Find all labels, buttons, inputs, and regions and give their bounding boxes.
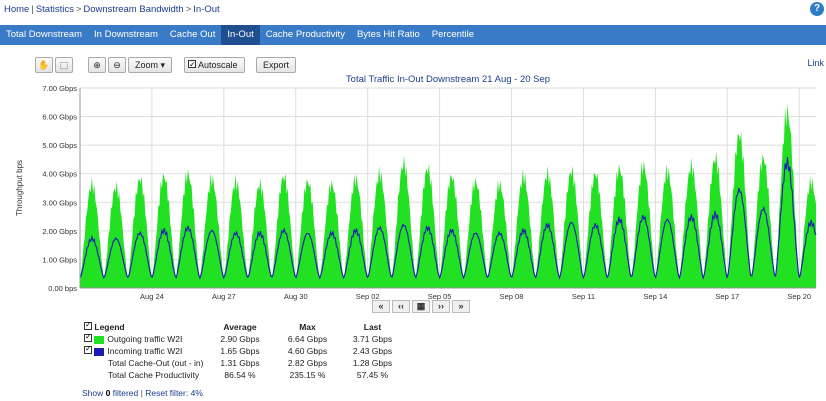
chart-title: Total Traffic In-Out Downstream 21 Aug -… <box>346 74 550 85</box>
breadcrumb: Home | Statistics > Downstream Bandwidth > In-… <box>4 4 220 15</box>
last-value: 57.45 % <box>356 370 389 380</box>
max-value: 2.82 Gbps <box>287 358 328 368</box>
autoscale-checkbox[interactable] <box>188 58 196 72</box>
export-button[interactable]: Export <box>256 57 296 73</box>
tab-cache-out[interactable]: Cache Out <box>169 29 216 40</box>
legend-row: Total Cache-Out (out - in) 1.31 Gbps 2.8… <box>80 357 400 369</box>
legend-all-checkbox[interactable] <box>84 320 92 330</box>
y-tick-label: 5.00 Gbps <box>42 141 77 150</box>
average-value: 2.90 Gbps <box>220 334 260 344</box>
autoscale-label: Autoscale <box>198 60 238 70</box>
legend-row: Total Cache Productivity 86.54 % 235.15 … <box>80 369 400 381</box>
x-tick-label: Sep 20 <box>787 292 811 301</box>
first-page-icon[interactable]: « <box>372 300 390 313</box>
breadcrumb-statistics[interactable]: Statistics <box>35 4 74 15</box>
calendar-icon[interactable]: ▦ <box>412 300 430 313</box>
series-outgoing-area <box>80 103 816 288</box>
incoming-swatch <box>94 347 105 356</box>
tab-percentile[interactable]: Percentile <box>431 29 475 40</box>
tab-total-downstream[interactable]: Total Downstream <box>6 29 83 40</box>
y-tick-label: 3.00 Gbps <box>42 198 77 207</box>
max-value: 6.64 Gbps <box>287 334 328 344</box>
series-incoming-line <box>79 156 817 280</box>
autoscale-toggle[interactable]: Autoscale <box>184 57 245 73</box>
average-header: Average <box>223 322 257 332</box>
show-filtered-link[interactable]: Show 0 filtered <box>82 388 139 398</box>
zoom-out-icon[interactable]: ⊖ <box>108 57 126 73</box>
last-value: 1.28 Gbps <box>352 358 393 368</box>
zoom-dropdown[interactable]: Zoom ▾ <box>128 57 172 73</box>
x-tick-label: Sep 11 <box>572 292 595 301</box>
breadcrumb-current: In-Out <box>193 4 220 15</box>
incoming-checkbox[interactable] <box>84 344 92 354</box>
help-icon[interactable]: ? <box>810 2 824 16</box>
y-tick-label: 7.00 Gbps <box>42 84 77 93</box>
y-axis-label: Throughput bps <box>15 160 24 216</box>
x-tick-label: Sep 14 <box>643 292 667 301</box>
max-header: Max <box>299 322 316 332</box>
reset-filter-link[interactable]: Reset filter: 4% <box>145 388 203 398</box>
average-value: 1.65 Gbps <box>220 346 260 356</box>
x-tick-label: Sep 05 <box>428 292 452 301</box>
x-tick-label: Aug 30 <box>284 292 308 301</box>
average-value: 86.54 % <box>224 370 256 380</box>
x-tick-label: Sep 17 <box>715 292 739 301</box>
series-name: Total Cache-Out (out - in) <box>108 358 204 368</box>
y-tick-label: 0.00 bps <box>48 284 77 293</box>
legend-row[interactable]: Incoming traffic W2I 1.65 Gbps 4.60 Gbps… <box>80 344 400 357</box>
traffic-chart[interactable]: Total Traffic In-Out Downstream 21 Aug -… <box>0 70 826 310</box>
series-name: Incoming traffic W2I <box>107 346 183 356</box>
y-tick-label: 2.00 Gbps <box>42 227 77 236</box>
max-value: 4.60 Gbps <box>287 346 328 356</box>
prev-page-icon[interactable]: ‹‹ <box>392 300 410 313</box>
x-tick-label: Sep 08 <box>500 292 524 301</box>
last-value: 2.43 Gbps <box>352 346 393 356</box>
y-tick-label: 4.00 Gbps <box>42 170 77 179</box>
legend-row[interactable]: Outgoing traffic W2I 2.90 Gbps 6.64 Gbps… <box>80 332 400 345</box>
zoom-in-icon[interactable]: ⊕ <box>88 57 106 73</box>
tab-in-downstream[interactable]: In Downstream <box>94 29 158 40</box>
y-tick-label: 6.00 Gbps <box>42 113 77 122</box>
outgoing-swatch <box>94 335 105 344</box>
legend-table: Legend Average Max Last Outgoing traffic… <box>80 320 400 381</box>
last-value: 3.71 Gbps <box>352 334 393 344</box>
last-header: Last <box>363 322 382 332</box>
legend-header-row: Legend Average Max Last <box>80 320 400 333</box>
select-zoom-icon[interactable]: ⬚ <box>55 57 73 73</box>
link-button[interactable]: Link <box>807 58 824 68</box>
max-value: 235.15 % <box>289 370 326 380</box>
y-tick-label: 1.00 Gbps <box>42 255 77 264</box>
x-tick-label: Aug 24 <box>140 292 164 301</box>
x-tick-label: Sep 02 <box>356 292 380 301</box>
last-page-icon[interactable]: » <box>452 300 470 313</box>
average-value: 1.31 Gbps <box>220 358 260 368</box>
outgoing-checkbox[interactable] <box>84 332 92 342</box>
chart-svg: Total Traffic In-Out Downstream 21 Aug -… <box>15 74 817 301</box>
filter-footer: Show 0 filtered | Reset filter: 4% <box>82 388 203 398</box>
breadcrumb-home[interactable]: Home <box>4 4 30 15</box>
tab-cache-productivity[interactable]: Cache Productivity <box>265 29 345 40</box>
series-name: Outgoing traffic W2I <box>107 334 183 344</box>
tab-bytes-hit-ratio[interactable]: Bytes Hit Ratio <box>356 29 420 40</box>
series-name: Total Cache Productivity <box>108 370 200 380</box>
x-tick-label: Aug 27 <box>212 292 236 301</box>
breadcrumb-downstream[interactable]: Downstream Bandwidth <box>83 4 184 15</box>
legend-header: Legend <box>94 322 125 332</box>
pan-hand-icon[interactable]: ✋ <box>35 57 53 73</box>
tab-in-out[interactable]: In-Out <box>221 25 260 45</box>
next-page-icon[interactable]: ›› <box>432 300 450 313</box>
tab-bar: Total Downstream In Downstream Cache Out… <box>0 25 826 45</box>
